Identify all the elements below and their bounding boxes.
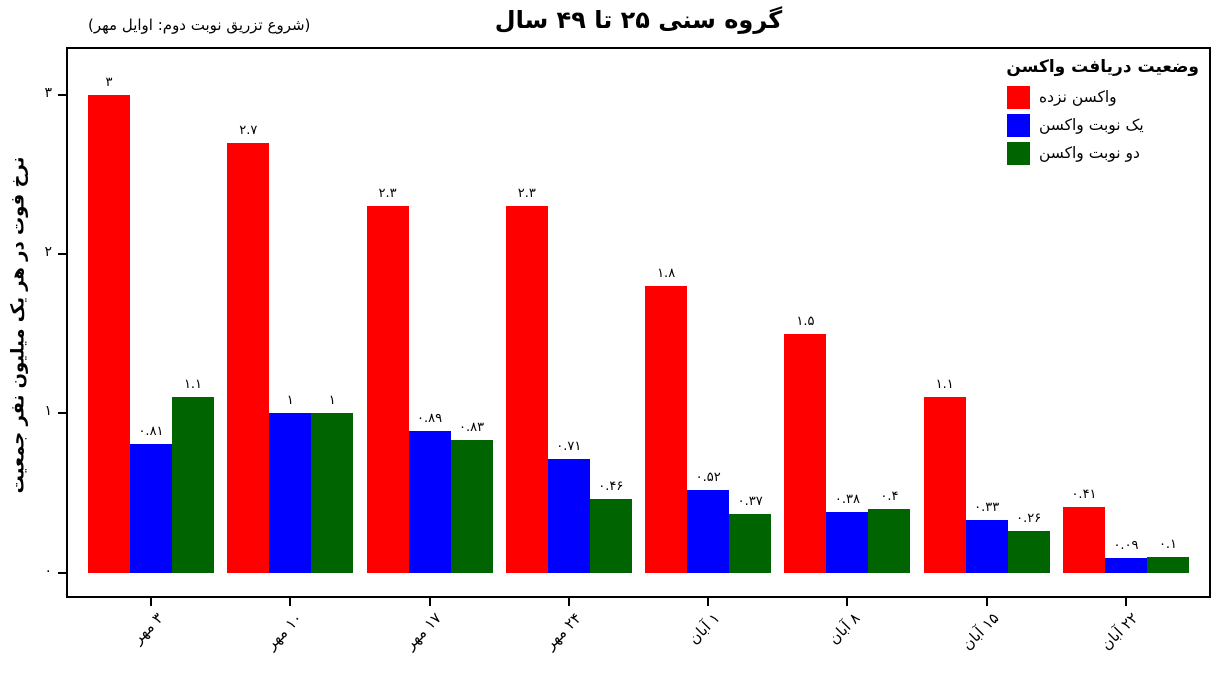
x-tick-label-text: ۳ مهر	[128, 609, 167, 648]
bar	[88, 94, 130, 573]
bar-value-label: ۰.۸۱	[138, 423, 164, 439]
x-tick-mark	[846, 598, 849, 606]
legend-swatch	[1007, 85, 1030, 109]
bar-value-label: ۰.۱	[1158, 536, 1178, 552]
y-axis-label: نرخ فوت در هر یک میلیون نفر جمعیت	[7, 156, 29, 494]
chart-annotation: (شروع تزریق نوبت دوم: اوایل مهر)	[88, 16, 311, 34]
bar	[505, 206, 548, 573]
bar	[645, 285, 688, 573]
bar-value-label: ۰.۴۱	[1071, 487, 1097, 503]
bar-value-label: ۰.۸۹	[417, 410, 443, 426]
x-tick-mark	[985, 598, 988, 606]
x-tick-mark	[1125, 598, 1127, 606]
legend-item: واکسن نزده	[1007, 85, 1199, 109]
bar-value-label: ۰.۵۲	[695, 469, 721, 485]
bar-value-label: ۳	[105, 74, 113, 90]
x-tick-mark	[707, 598, 710, 606]
bar-value-label: ۰.۷۱	[556, 439, 582, 455]
legend-label: یک نوبت واکسن	[1039, 116, 1144, 134]
bar	[1063, 507, 1105, 573]
legend-item: یک نوبت واکسن	[1007, 113, 1199, 137]
bar-value-label: ۱.۵	[796, 313, 815, 329]
bar-value-label: ۰.۳۸	[834, 492, 860, 507]
x-tick-label-text: ۱ آبان	[685, 609, 724, 648]
bar-value-label: ۱.۱	[183, 377, 203, 393]
bar	[172, 397, 214, 573]
bar	[923, 397, 966, 573]
bar-value-label: ۲.۷	[239, 122, 258, 138]
y-tick-label: ۳	[44, 84, 52, 101]
legend-label: واکسن نزده	[1039, 88, 1117, 106]
bar	[269, 413, 312, 573]
x-tick-mark	[567, 598, 570, 606]
bar	[227, 142, 270, 573]
bar	[1105, 558, 1147, 573]
y-tick-mark	[58, 571, 66, 574]
bar-value-label: ۰.۳۳	[974, 499, 1000, 515]
x-tick-mark	[150, 598, 152, 606]
bar	[311, 413, 354, 573]
bar-value-label: ۱	[286, 393, 294, 409]
plot-area: وضعیت دریافت واکسن واکسن نزده یک نوبت واک…	[66, 47, 1211, 598]
bar	[408, 430, 451, 573]
x-tick-mark	[428, 598, 431, 606]
bar	[784, 333, 827, 573]
bar	[826, 512, 869, 573]
bar	[366, 206, 409, 573]
bar	[1007, 531, 1050, 573]
legend-title: وضعیت دریافت واکسن	[1006, 57, 1199, 77]
bar-value-label: ۲.۳	[517, 186, 536, 202]
bar	[687, 489, 730, 573]
x-tick-label-text: ۲۲ آبان	[1097, 609, 1142, 654]
bar-value-label: ۰.۰۹	[1113, 538, 1139, 554]
bar-value-label: ۰.۴۶	[598, 479, 624, 495]
x-tick-mark	[289, 598, 292, 606]
y-tick-label: ۰	[44, 562, 52, 579]
bar-value-label: ۱.۸	[657, 265, 676, 281]
bar	[450, 440, 493, 573]
legend: وضعیت دریافت واکسن واکسن نزده یک نوبت واک…	[1006, 57, 1199, 169]
x-tick-label-text: ۱۷ مهر	[401, 609, 446, 653]
legend-swatch	[1007, 141, 1030, 165]
bar-value-label: ۱	[328, 393, 336, 409]
bar	[1147, 556, 1189, 573]
y-tick-label: ۱	[44, 403, 52, 420]
bar-value-label: ۰.۳۷	[737, 493, 763, 509]
bar	[965, 519, 1008, 573]
legend-swatch	[1007, 113, 1030, 137]
y-tick-label: ۲	[44, 244, 52, 261]
legend-item: دو نوبت واکسن	[1007, 141, 1199, 165]
x-tick-label-text: ۱۰ مهر	[262, 609, 307, 653]
legend-label: دو نوبت واکسن	[1039, 144, 1140, 162]
bar-value-label: ۰.۴	[880, 488, 899, 504]
bar-value-label: ۲.۳	[378, 186, 397, 202]
y-tick-mark	[58, 93, 66, 96]
bar-value-label: ۰.۸۳	[459, 420, 485, 436]
bar-value-label: ۱.۱	[935, 377, 954, 393]
bar-value-label: ۰.۲۶	[1016, 511, 1042, 527]
bar	[547, 459, 590, 573]
x-tick-label-text: ۸ آبان	[824, 609, 864, 648]
chart-title: گروه سنی ۲۵ تا ۴۹ سال	[494, 6, 783, 34]
bar	[130, 443, 172, 573]
bar	[868, 508, 911, 573]
bar	[589, 499, 632, 573]
x-tick-label-text: ۱۵ آبان	[958, 609, 1003, 654]
y-tick-mark	[58, 253, 66, 256]
x-tick-label-text: ۲۴ مهر	[540, 609, 585, 653]
bar	[729, 513, 772, 573]
y-tick-mark	[58, 412, 66, 415]
